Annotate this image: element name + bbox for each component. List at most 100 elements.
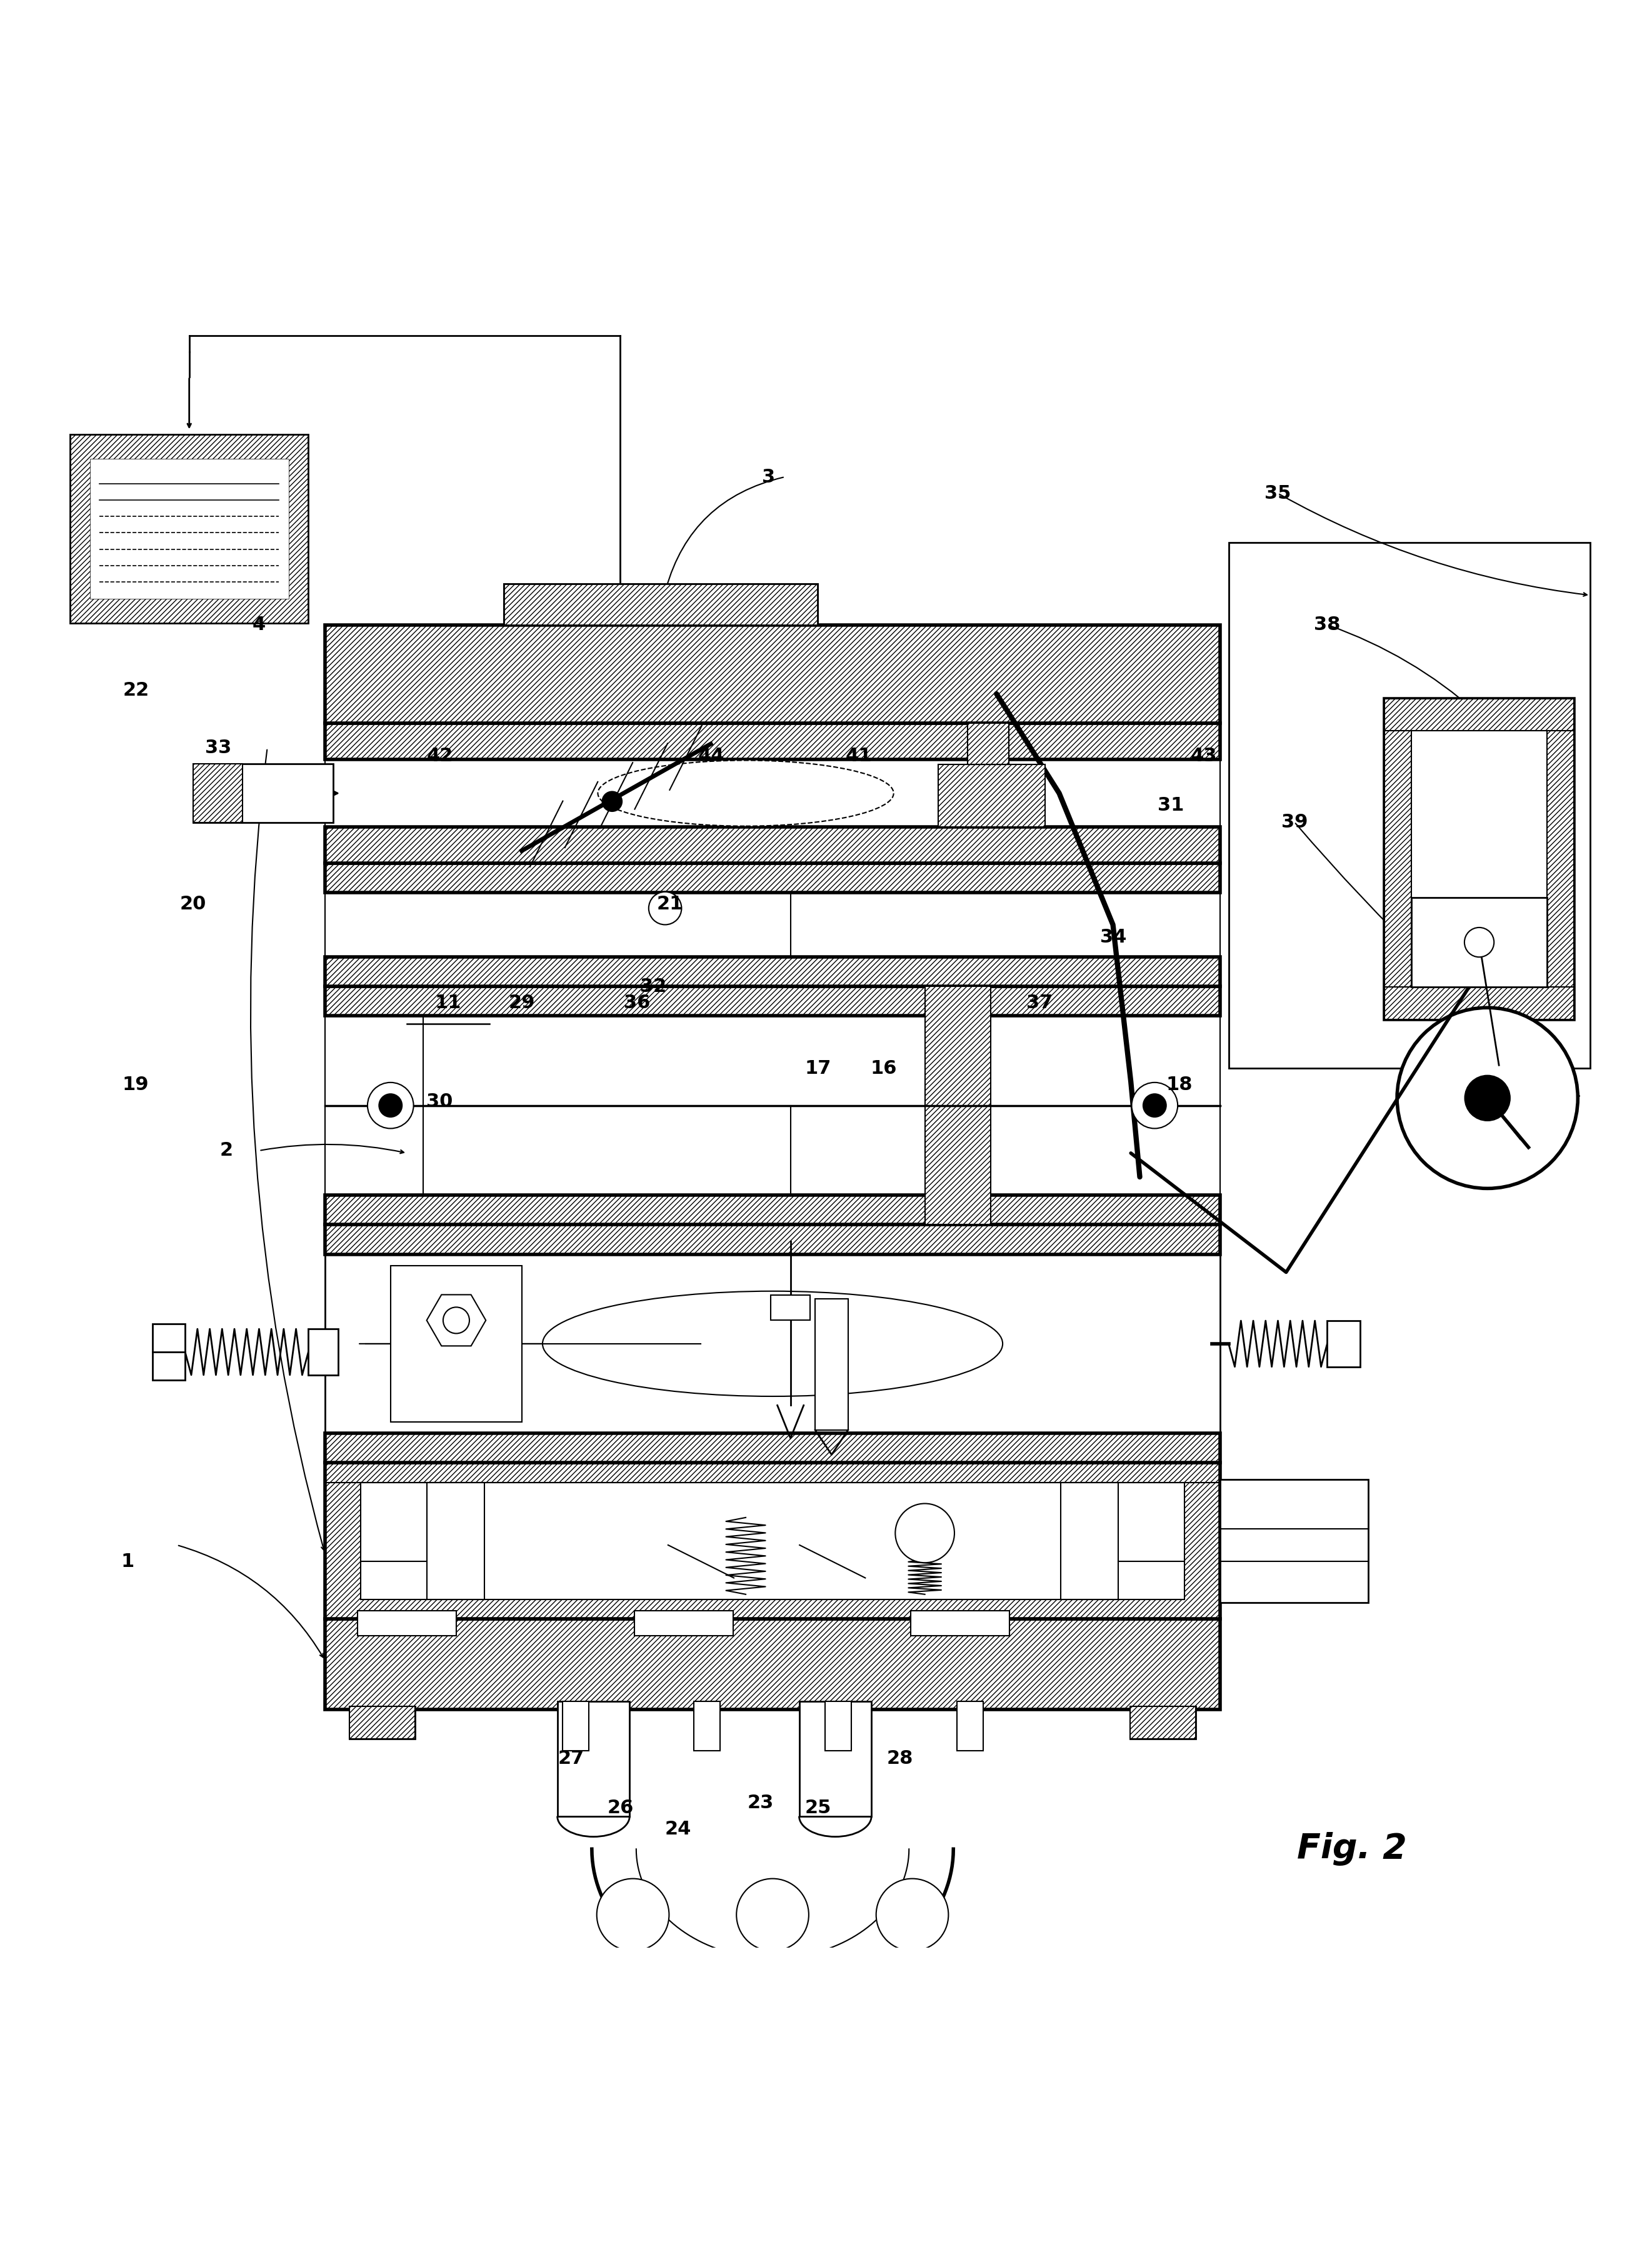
Bar (152, 1324, 185, 1380)
Text: 23: 23 (747, 1795, 773, 1813)
Bar (325, 892, 1221, 957)
Bar (771, 1295, 809, 1320)
Circle shape (596, 1878, 669, 1950)
Bar (325, 624, 1221, 723)
Bar (504, 583, 818, 624)
Text: 39: 39 (1280, 813, 1308, 831)
Bar (350, 1707, 415, 1739)
Bar (325, 1225, 1221, 1254)
Text: 36: 36 (624, 993, 651, 1011)
Bar (504, 583, 818, 624)
Text: 4: 4 (253, 615, 266, 633)
Bar (1130, 1707, 1196, 1739)
Text: 3: 3 (762, 468, 775, 486)
Bar (938, 763, 1046, 826)
Text: 25: 25 (805, 1799, 831, 1817)
Text: 29: 29 (509, 993, 535, 1011)
Bar (800, 1700, 872, 1815)
Text: 27: 27 (558, 1750, 585, 1768)
Bar (826, 1700, 851, 1750)
Bar (1411, 896, 1548, 986)
Bar (360, 1482, 1184, 1599)
Text: 1: 1 (121, 1552, 134, 1570)
Bar (325, 1196, 1221, 1225)
Circle shape (443, 1306, 469, 1333)
Polygon shape (426, 1295, 486, 1347)
Text: 42: 42 (426, 748, 453, 766)
Bar (325, 986, 1221, 1016)
Bar (694, 1700, 720, 1750)
Bar (193, 763, 334, 822)
Circle shape (1398, 1007, 1578, 1189)
Text: 21: 21 (656, 894, 684, 914)
Bar (350, 1707, 415, 1739)
Circle shape (1143, 1094, 1166, 1117)
Bar (1384, 698, 1574, 732)
Circle shape (895, 1504, 955, 1563)
Text: Fig. 2: Fig. 2 (1297, 1833, 1408, 1867)
Circle shape (737, 1878, 809, 1950)
Ellipse shape (542, 1290, 1003, 1396)
Bar (925, 986, 991, 1225)
Bar (1327, 1320, 1360, 1367)
Circle shape (1464, 928, 1493, 957)
Bar (968, 723, 1009, 763)
Bar (325, 1619, 1221, 1709)
Text: 22: 22 (122, 682, 149, 700)
Text: 24: 24 (664, 1820, 691, 1838)
Text: 43: 43 (1191, 748, 1218, 766)
Circle shape (378, 1094, 401, 1117)
Bar (426, 1482, 484, 1599)
Text: 16: 16 (871, 1058, 897, 1076)
Bar (968, 723, 1009, 763)
Text: 28: 28 (887, 1750, 914, 1768)
Bar (1384, 698, 1411, 1020)
Bar (325, 1464, 1221, 1619)
Circle shape (603, 793, 623, 811)
Text: 32: 32 (641, 977, 667, 995)
Circle shape (876, 1878, 948, 1950)
Bar (357, 1610, 456, 1635)
Bar (325, 826, 1221, 863)
Bar (557, 1700, 629, 1815)
Text: 20: 20 (180, 894, 206, 914)
Text: 38: 38 (1313, 615, 1340, 633)
Bar (910, 1610, 1009, 1635)
Circle shape (649, 892, 682, 926)
Text: 26: 26 (608, 1799, 634, 1817)
Text: 19: 19 (122, 1076, 149, 1094)
Bar (1130, 1707, 1196, 1739)
Bar (634, 1610, 733, 1635)
Bar (1384, 698, 1574, 1020)
Bar (814, 1299, 847, 1430)
Bar (325, 957, 1221, 986)
Bar (69, 435, 309, 624)
Text: 41: 41 (846, 748, 872, 766)
Text: 17: 17 (805, 1058, 831, 1076)
Bar (1229, 543, 1591, 1067)
Bar (325, 863, 1221, 892)
Bar (325, 1254, 1221, 1432)
Text: 33: 33 (205, 739, 231, 757)
Text: 2: 2 (220, 1142, 233, 1160)
Bar (325, 1432, 1221, 1464)
Ellipse shape (598, 761, 894, 826)
Text: 35: 35 (1265, 484, 1292, 502)
Bar (1061, 1482, 1118, 1599)
Bar (1221, 1480, 1368, 1603)
Bar (957, 1700, 983, 1750)
Bar (325, 1016, 1221, 1196)
Bar (1548, 698, 1574, 1020)
Bar (325, 759, 1221, 826)
Circle shape (1132, 1083, 1178, 1128)
Bar (562, 1700, 588, 1750)
Text: 30: 30 (426, 1092, 453, 1110)
Bar (390, 1266, 522, 1421)
Text: 31: 31 (1158, 797, 1184, 815)
Text: 37: 37 (1026, 993, 1052, 1011)
Text: 34: 34 (1100, 928, 1127, 946)
Bar (89, 459, 289, 599)
Bar (1384, 986, 1574, 1020)
Bar (325, 723, 1221, 759)
Bar (193, 763, 243, 822)
